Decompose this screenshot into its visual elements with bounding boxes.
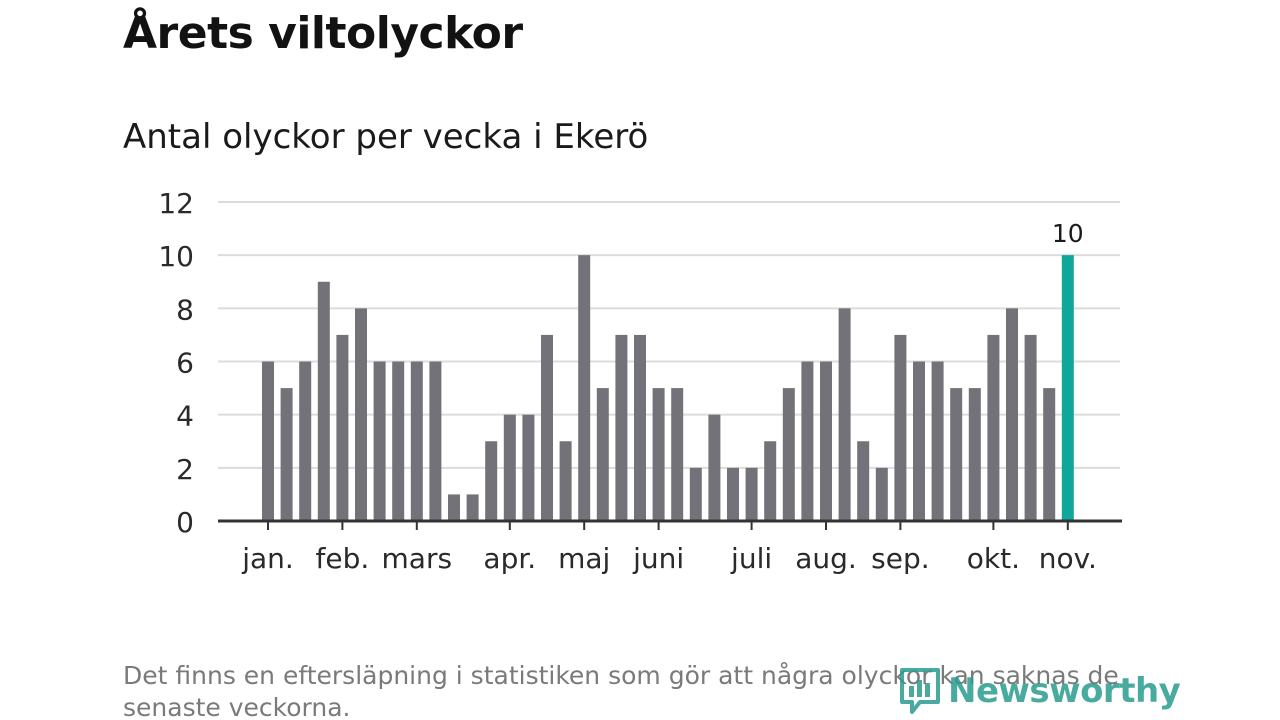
chart-subtitle: Antal olyckor per vecka i Ekerö bbox=[123, 117, 649, 157]
x-tick-label: feb. bbox=[316, 542, 370, 575]
x-tick-label: okt. bbox=[967, 542, 1020, 575]
y-tick-label: 8 bbox=[176, 293, 194, 326]
x-tick-label: mars bbox=[382, 542, 453, 575]
bar bbox=[522, 414, 535, 521]
x-axis-month-labels: jan. feb. mars apr. maj juni juli aug. sep. okt. n… bbox=[241, 542, 1097, 575]
y-tick-label: 4 bbox=[176, 400, 194, 433]
bar bbox=[671, 388, 684, 521]
x-tick-label: nov. bbox=[1039, 542, 1097, 575]
bar bbox=[1024, 334, 1037, 521]
bar bbox=[392, 361, 405, 521]
bar bbox=[596, 388, 609, 521]
bar bbox=[559, 441, 572, 521]
bar bbox=[429, 361, 442, 521]
bar bbox=[968, 388, 981, 521]
highlight-data-label: 10 bbox=[1052, 219, 1084, 248]
bar bbox=[950, 388, 963, 521]
x-tick-label: juli bbox=[730, 542, 772, 575]
bar bbox=[634, 334, 646, 521]
x-tick-label: juni bbox=[632, 542, 684, 575]
y-tick-label: 12 bbox=[158, 187, 194, 220]
bars bbox=[262, 255, 1074, 521]
bar bbox=[727, 467, 739, 521]
bar bbox=[987, 334, 1000, 521]
bar bbox=[317, 281, 330, 521]
x-axis bbox=[218, 519, 1122, 530]
grid-lines bbox=[218, 201, 1120, 469]
bar bbox=[615, 334, 628, 521]
x-tick-label: maj bbox=[558, 542, 610, 575]
bar bbox=[578, 255, 591, 521]
bar bbox=[262, 361, 274, 521]
bar bbox=[820, 361, 832, 521]
bar bbox=[894, 334, 907, 521]
bar bbox=[1006, 308, 1018, 521]
bar bbox=[280, 388, 293, 521]
newsworthy-logo-icon bbox=[900, 668, 940, 714]
bar bbox=[913, 361, 925, 521]
bar bbox=[689, 467, 702, 521]
bar bbox=[503, 414, 516, 521]
bar bbox=[782, 388, 795, 521]
bar bbox=[838, 308, 851, 521]
bar bbox=[485, 441, 498, 521]
bar bbox=[1043, 388, 1056, 521]
y-tick-label: 0 bbox=[176, 506, 194, 539]
footnote: Det finns en eftersläpning i statistiken… bbox=[123, 661, 1119, 720]
bar bbox=[299, 361, 312, 521]
bar bbox=[801, 361, 814, 521]
y-tick-label: 10 bbox=[158, 240, 194, 273]
bar bbox=[355, 308, 367, 521]
bar bbox=[708, 414, 721, 521]
bar bbox=[373, 361, 386, 521]
bar-chart: 0 2 4 6 8 10 12 jan. feb. mars apr. maj juni juli aug… bbox=[158, 187, 1122, 575]
x-tick-label: sep. bbox=[871, 542, 930, 575]
bar-highlight bbox=[1061, 255, 1074, 521]
bar bbox=[541, 334, 553, 521]
bar bbox=[745, 467, 758, 521]
y-tick-label: 2 bbox=[176, 453, 194, 486]
chart-title: Årets viltolyckor bbox=[123, 8, 523, 59]
y-tick-label: 6 bbox=[176, 347, 194, 380]
bar bbox=[336, 334, 349, 521]
bar bbox=[652, 388, 665, 521]
newsworthy-logo-text: Newsworthy bbox=[948, 671, 1181, 711]
newsworthy-logo: Newsworthy bbox=[898, 666, 1181, 716]
bar bbox=[857, 441, 870, 521]
bar bbox=[448, 494, 460, 521]
x-tick-label: apr. bbox=[483, 542, 536, 575]
bar bbox=[931, 361, 944, 521]
bar bbox=[466, 494, 479, 521]
bar bbox=[764, 441, 777, 521]
bar bbox=[410, 361, 423, 521]
data-labels: 10 bbox=[1052, 219, 1084, 248]
x-tick-label: jan. bbox=[241, 542, 294, 575]
x-tick-label: aug. bbox=[795, 542, 857, 575]
bar bbox=[875, 467, 888, 521]
y-axis-tick-labels: 0 2 4 6 8 10 12 bbox=[158, 187, 194, 539]
